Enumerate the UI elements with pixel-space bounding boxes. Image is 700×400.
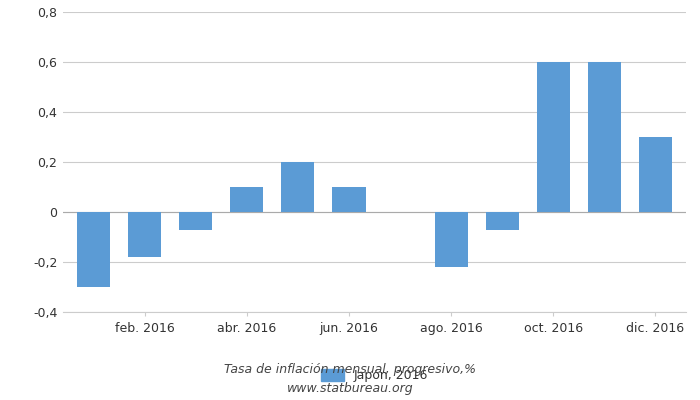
Bar [332, 187, 365, 212]
Bar [128, 212, 161, 257]
Legend: Japón, 2016: Japón, 2016 [321, 369, 428, 382]
Text: Tasa de inflación mensual, progresivo,%: Tasa de inflación mensual, progresivo,% [224, 364, 476, 376]
Bar [77, 212, 110, 287]
Bar [281, 162, 314, 212]
Text: www.statbureau.org: www.statbureau.org [287, 382, 413, 395]
Bar [435, 212, 468, 267]
Bar [179, 212, 212, 230]
Bar [537, 62, 570, 212]
Bar [230, 187, 263, 212]
Bar [588, 62, 621, 212]
Bar [639, 137, 672, 212]
Bar [486, 212, 519, 230]
